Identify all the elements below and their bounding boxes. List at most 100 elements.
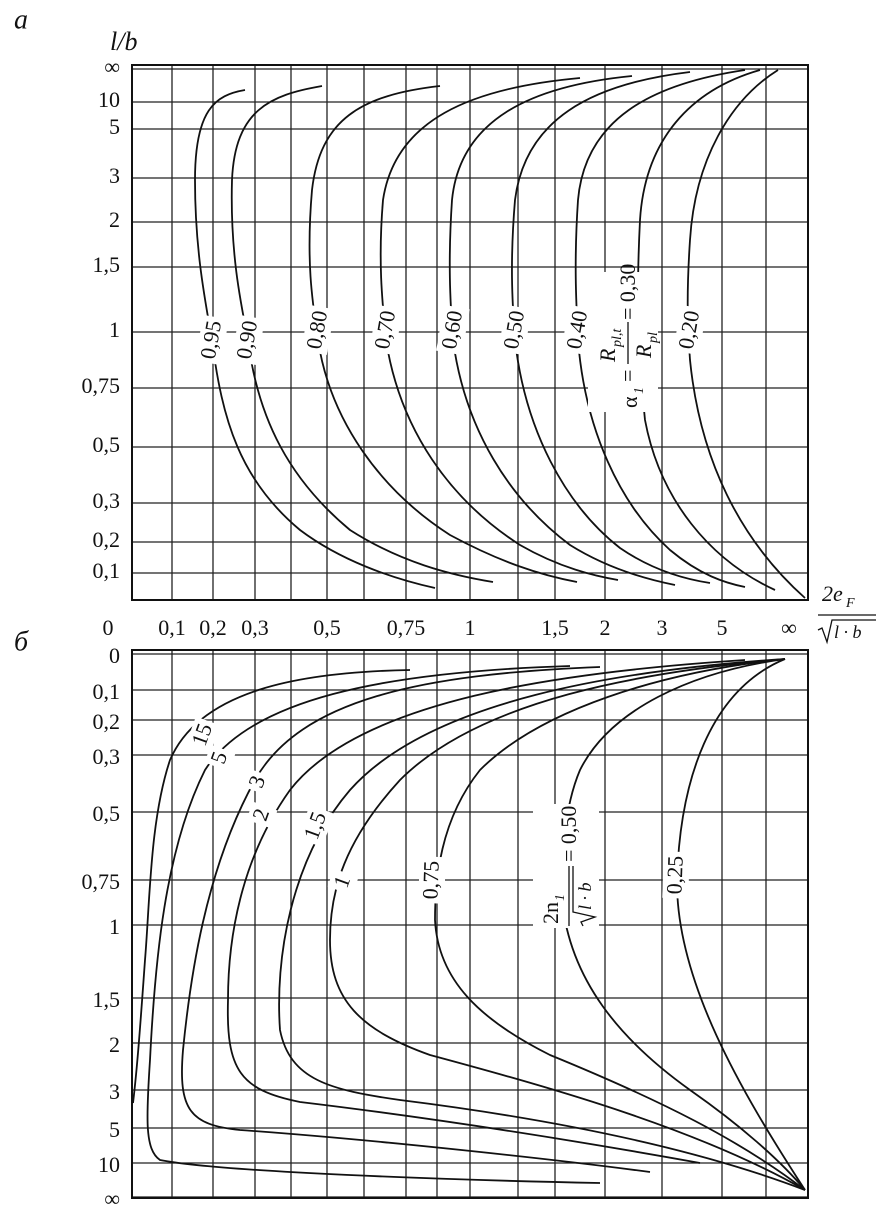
y-tick-label: 0,2: [93, 709, 121, 734]
y-tick-label: 5: [109, 114, 120, 139]
formula-lhs-sub: 1: [632, 387, 647, 394]
sqrt-sign: [572, 866, 598, 927]
label-bg: [204, 744, 236, 772]
label-bg: [533, 804, 599, 928]
curve-value: 0,75: [417, 860, 443, 899]
y-tick-label: 0,3: [93, 744, 121, 769]
curve-label: 0,90: [231, 314, 265, 366]
label-bg: [301, 304, 335, 356]
curve-label: 0,50: [498, 304, 532, 356]
grid: [132, 65, 808, 1198]
x-tick-label: 0,3: [241, 615, 269, 640]
curve: [181, 666, 651, 1173]
curve-value: 0,25: [661, 855, 687, 894]
label-bg: [436, 304, 470, 356]
formula-eq: =: [615, 370, 640, 382]
label-bg: [561, 304, 595, 356]
label-bg: [327, 868, 359, 896]
curve-label: 1: [327, 868, 359, 896]
y-tick-label: 0: [109, 643, 120, 668]
label-bg: [242, 768, 274, 796]
curve: [329, 658, 806, 1191]
y-tick-label: 1: [109, 317, 120, 342]
y-tick-label: 0,5: [93, 432, 121, 457]
curves-b: [132, 658, 806, 1191]
frame-a: [131, 64, 809, 601]
formula-value: = 0,30: [615, 264, 640, 320]
y-tick-label: 0,3: [93, 488, 121, 513]
curve-label: 0,80: [301, 304, 335, 356]
x-tick-label: ∞: [781, 615, 797, 640]
curve-label: 0,70: [369, 304, 403, 356]
x-tick-label: 2: [600, 615, 611, 640]
y-tick-label: 0,5: [93, 801, 121, 826]
x-tick-label: 1: [465, 615, 476, 640]
y-tick-label: 1,5: [93, 252, 121, 277]
y-tick-label: 10: [98, 87, 120, 112]
x-tick-label: 5: [717, 615, 728, 640]
formula-den: R: [631, 344, 656, 359]
formula-b: 2n 1 l · b = 0,50: [533, 804, 599, 928]
y-tick-label: 0,75: [82, 869, 121, 894]
formula-lhs: α: [617, 396, 642, 408]
x-tick-label: 0,2: [199, 615, 227, 640]
curve-label: 0,95: [195, 314, 229, 366]
curve-label: 3: [242, 768, 274, 796]
label-bg: [418, 856, 446, 904]
y-tick-label: 2: [109, 207, 120, 232]
label-bg: [185, 716, 221, 754]
label-bg: [195, 314, 229, 366]
label-bg: [673, 304, 707, 356]
curve: [278, 658, 806, 1191]
y-tick-label: 0,2: [93, 527, 121, 552]
curve-label: 0,60: [436, 304, 470, 356]
curve-label: 15: [185, 716, 221, 754]
x-title-num: 2e: [822, 581, 843, 606]
y-tick-label: 0,75: [82, 373, 121, 398]
label-bg: [498, 304, 532, 356]
y-tick-label: 10: [98, 1152, 120, 1177]
y-tick-label: 2: [109, 1032, 120, 1057]
curve-label: 0,25: [661, 851, 690, 899]
formula-a: α 1 = R pl,t R pl = 0,30: [588, 264, 661, 412]
curve: [686, 69, 806, 599]
y-tick-label: 0,1: [93, 679, 121, 704]
curve: [434, 658, 806, 1191]
label-bg: [297, 804, 335, 848]
x-tick-label: 0: [103, 615, 114, 640]
x-axis-title: 2e F l · b: [817, 581, 876, 645]
formula-num-sub: 1: [553, 894, 568, 901]
formula-den: l · b: [575, 882, 595, 910]
label-bg: [662, 851, 690, 899]
curve-label: 2: [246, 801, 278, 829]
label-bg: [246, 801, 278, 829]
formula-value: = 0,50: [556, 806, 581, 862]
x-tick-label: 0,5: [313, 615, 341, 640]
y-tick-label: 5: [109, 1117, 120, 1142]
curve-label: 5: [204, 744, 236, 772]
curve: [146, 665, 601, 1184]
x-tick-label: 0,75: [387, 615, 426, 640]
y-tick-label: 3: [109, 163, 120, 188]
y-tick-label: 1: [109, 914, 120, 939]
curve-label: 0,20: [673, 304, 707, 356]
x-tick-label: 1,5: [541, 615, 569, 640]
x-tick-label: 3: [657, 615, 668, 640]
sqrt-sign: [817, 619, 876, 645]
x-title-num-sub: F: [845, 596, 855, 611]
curve-label: 0,40: [561, 304, 595, 356]
formula-num: 2n: [538, 902, 563, 924]
label-bg: [231, 314, 265, 366]
y-tick-label: ∞: [104, 1186, 120, 1211]
y-tick-label: 1,5: [93, 987, 121, 1012]
label-bg: [588, 272, 658, 412]
curve: [637, 69, 776, 591]
formula-den-sub: pl: [646, 332, 661, 344]
y-axis-title: l/b: [110, 27, 137, 56]
frame-b: [131, 649, 809, 1199]
curve-label: 1,5: [297, 804, 335, 848]
x-tick-label: 0,1: [158, 615, 186, 640]
y-tick-label: ∞: [104, 54, 120, 79]
panel-label: б: [14, 626, 29, 657]
